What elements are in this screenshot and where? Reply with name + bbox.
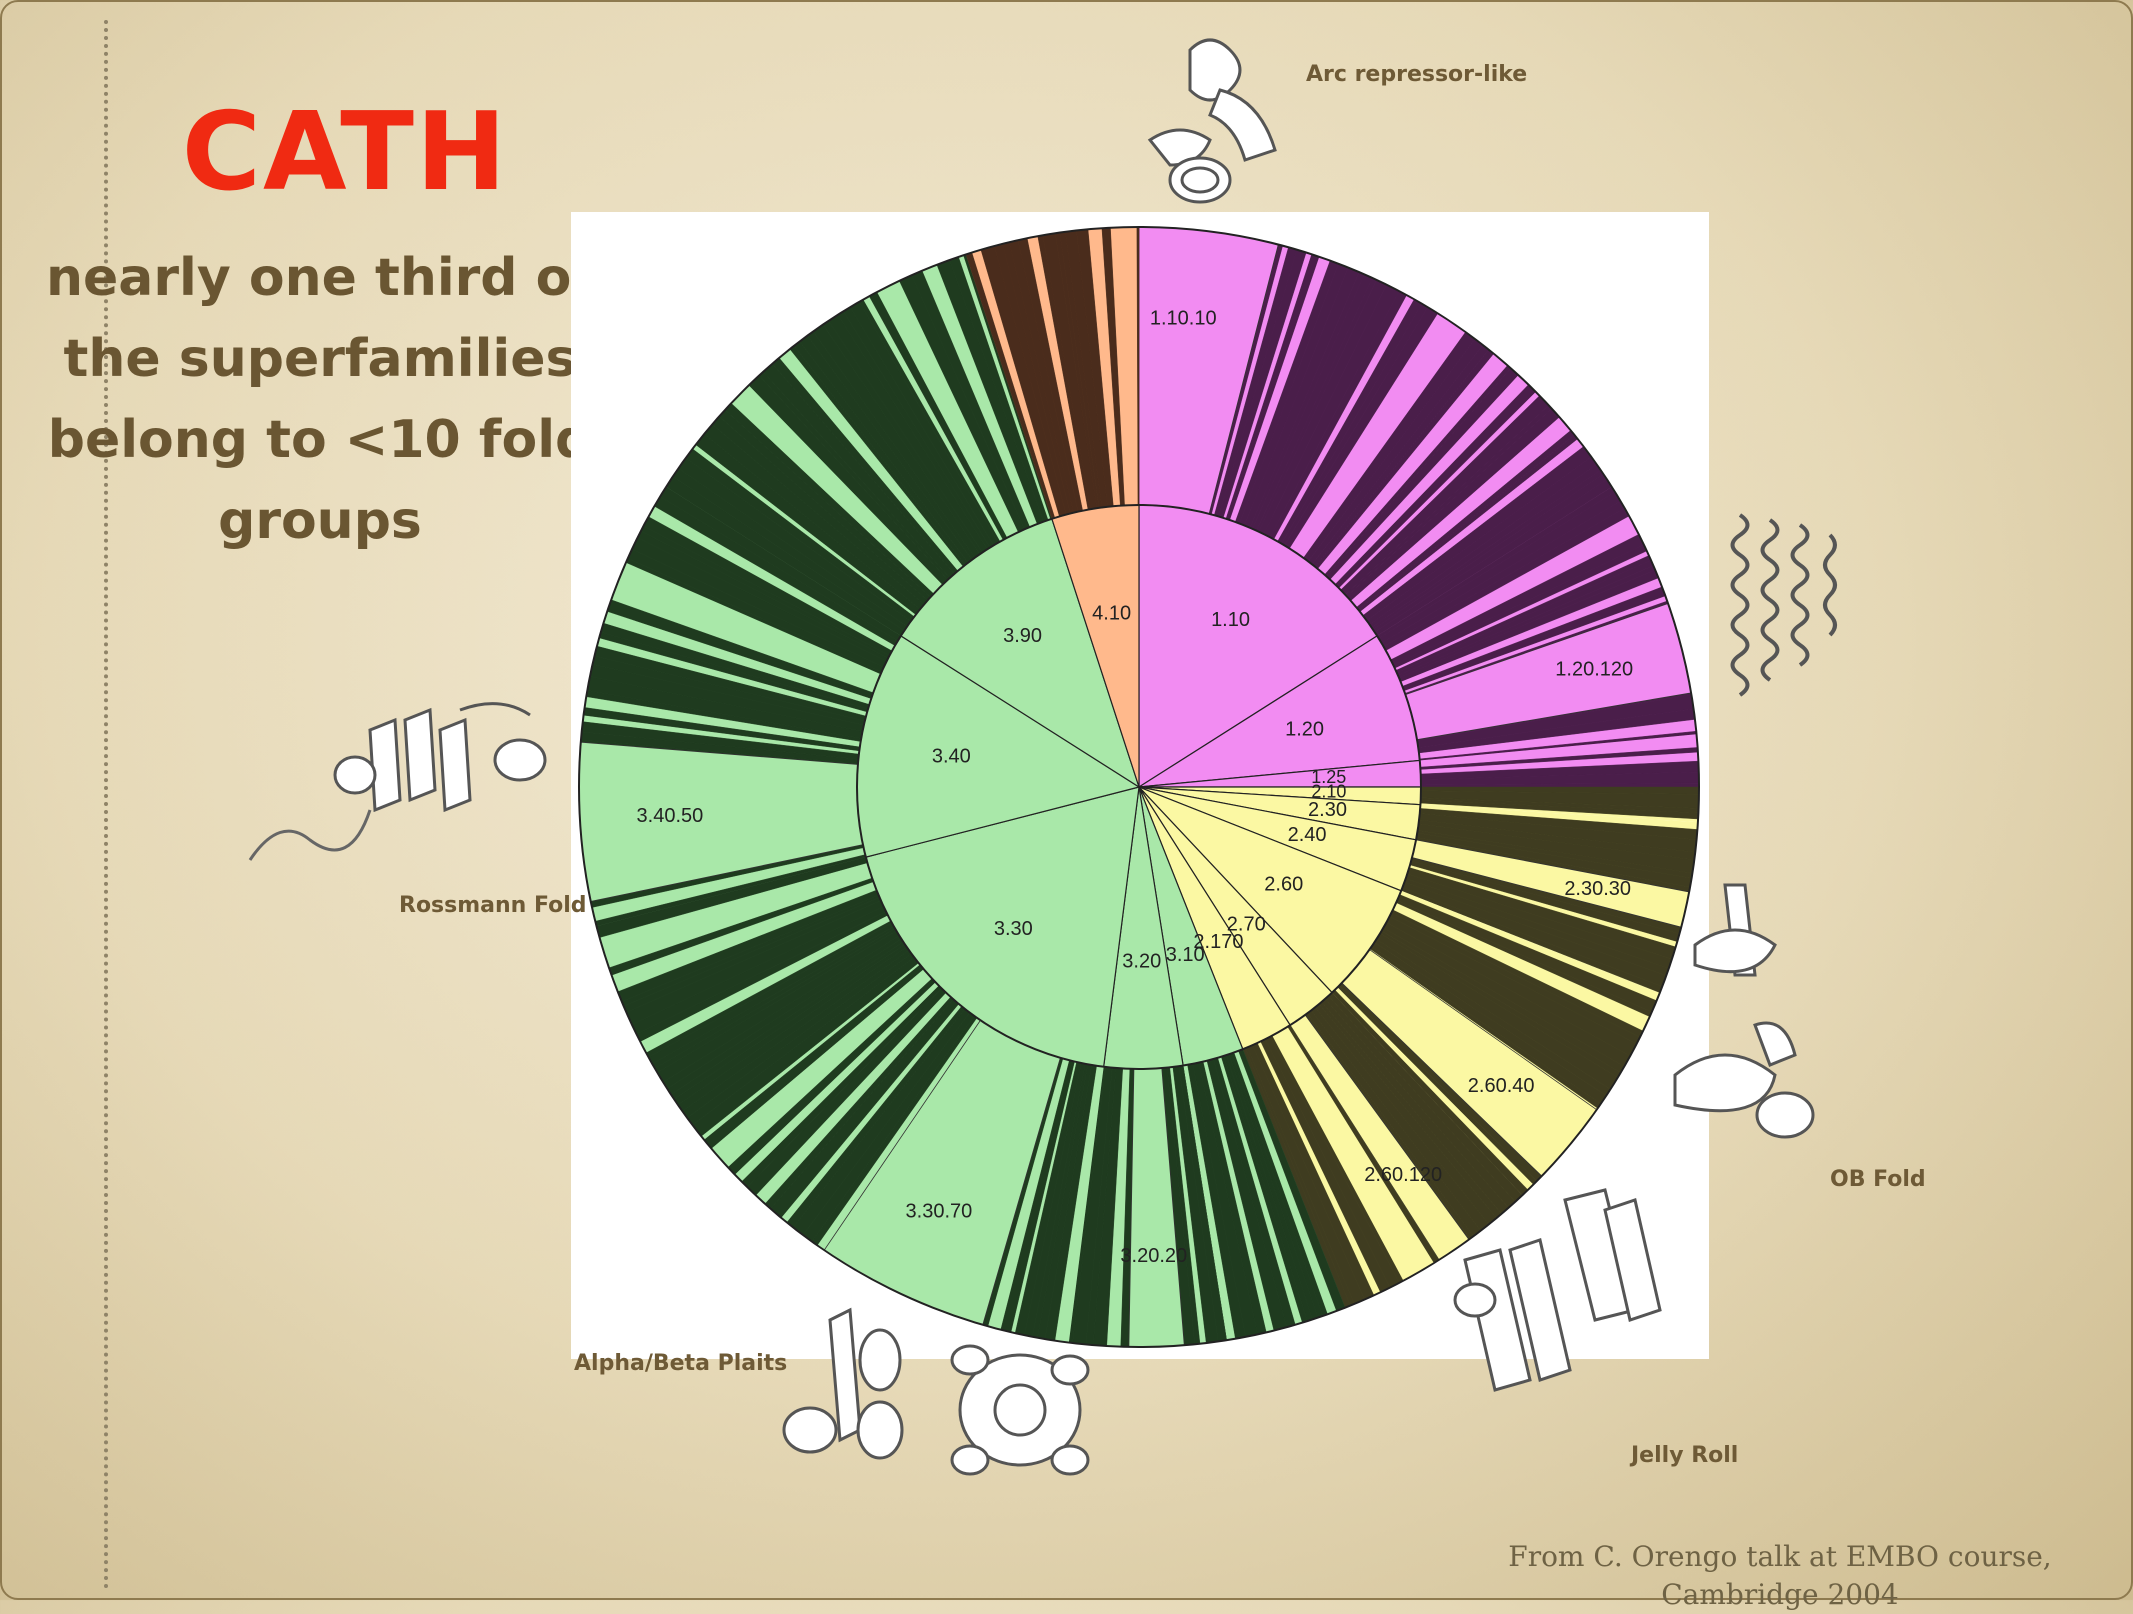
fold-group-label: 2.40 bbox=[1288, 824, 1327, 846]
cath-sunburst-chart-panel: 1.10 1.20 1.25 2.10 2.30 2.40 2.60 2.70 2.170 3.1… bbox=[571, 212, 1709, 1359]
cath-sunburst-chart: 1.10 1.20 1.252.102.30 2.40 2.60 2.702.1703.1… bbox=[578, 226, 1700, 1348]
stitched-border-line bbox=[104, 20, 108, 1590]
subtitle-line: nearly one third of bbox=[46, 248, 594, 308]
fold-group-label: 3.10 bbox=[1166, 944, 1205, 966]
subtitle-line: belong to <10 fold bbox=[47, 410, 593, 470]
fold-group-label: 1.20 bbox=[1285, 719, 1324, 741]
fold-group-label: 2.10 bbox=[1311, 782, 1346, 802]
fold-group-label: 4.10 bbox=[1092, 602, 1131, 624]
slide-subtitle: nearly one third of the superfamilies be… bbox=[40, 238, 600, 562]
rossmann-fold-structure-icon bbox=[248, 702, 547, 861]
fold-group-label: 2.170 bbox=[1193, 931, 1243, 953]
superfamily-label: 2.60.40 bbox=[1468, 1075, 1535, 1097]
callout-alpha-beta-plaits: Alpha/Beta Plaits bbox=[574, 1351, 788, 1376]
superfamily-label: 3.30.70 bbox=[906, 1201, 973, 1223]
fold-group-label: 3.30 bbox=[994, 918, 1033, 940]
slide-title: CATH bbox=[181, 90, 509, 215]
outer-ring-outline bbox=[578, 226, 1700, 1348]
inner-ring-outline bbox=[856, 504, 1422, 1070]
superfamily-label: 1.10.10 bbox=[1150, 307, 1217, 329]
fold-group-label: 3.90 bbox=[1003, 625, 1042, 647]
fold-group-label: 2.30 bbox=[1308, 799, 1347, 821]
source-citation: From C. Orengo talk at EMBO course, Camb… bbox=[1508, 1540, 2052, 1611]
fold-group-label: 2.70 bbox=[1227, 914, 1266, 936]
fold-group-label: 1.25 bbox=[1311, 767, 1346, 787]
fold-group-label: 3.20 bbox=[1122, 950, 1161, 972]
jelly-roll-structure-icon bbox=[1453, 1188, 1662, 1392]
fold-group-label: 1.10 bbox=[1211, 609, 1250, 631]
superfamily-label: 3.20.20 bbox=[1120, 1245, 1187, 1267]
subtitle-line: the superfamilies bbox=[63, 329, 577, 389]
callout-ob-fold: OB Fold bbox=[1830, 1167, 1926, 1192]
superfamily-label: 1.20.120 bbox=[1555, 658, 1633, 680]
superfamily-label: 2.30.30 bbox=[1564, 878, 1631, 900]
superfamily-label: 2.60.120 bbox=[1364, 1164, 1442, 1186]
arc-repressor-structure-icon bbox=[1147, 38, 1277, 204]
fold-group-label: 3.40 bbox=[932, 746, 971, 768]
subtitle-line: groups bbox=[218, 491, 422, 551]
callout-jelly-roll: Jelly Roll bbox=[1631, 1443, 1739, 1468]
fold-group-label: 2.60 bbox=[1264, 874, 1303, 896]
four-helix-bundle-structure-icon bbox=[1730, 513, 1837, 697]
alpha-beta-plaits-structure-icon bbox=[782, 1307, 1090, 1476]
superfamily-label: 3.40.50 bbox=[637, 805, 704, 827]
callout-rossmann-fold: Rossmann Fold bbox=[399, 893, 587, 918]
callout-arc-repressor: Arc repressor-like bbox=[1306, 62, 1528, 87]
ob-fold-structure-icon bbox=[1673, 883, 1815, 1139]
